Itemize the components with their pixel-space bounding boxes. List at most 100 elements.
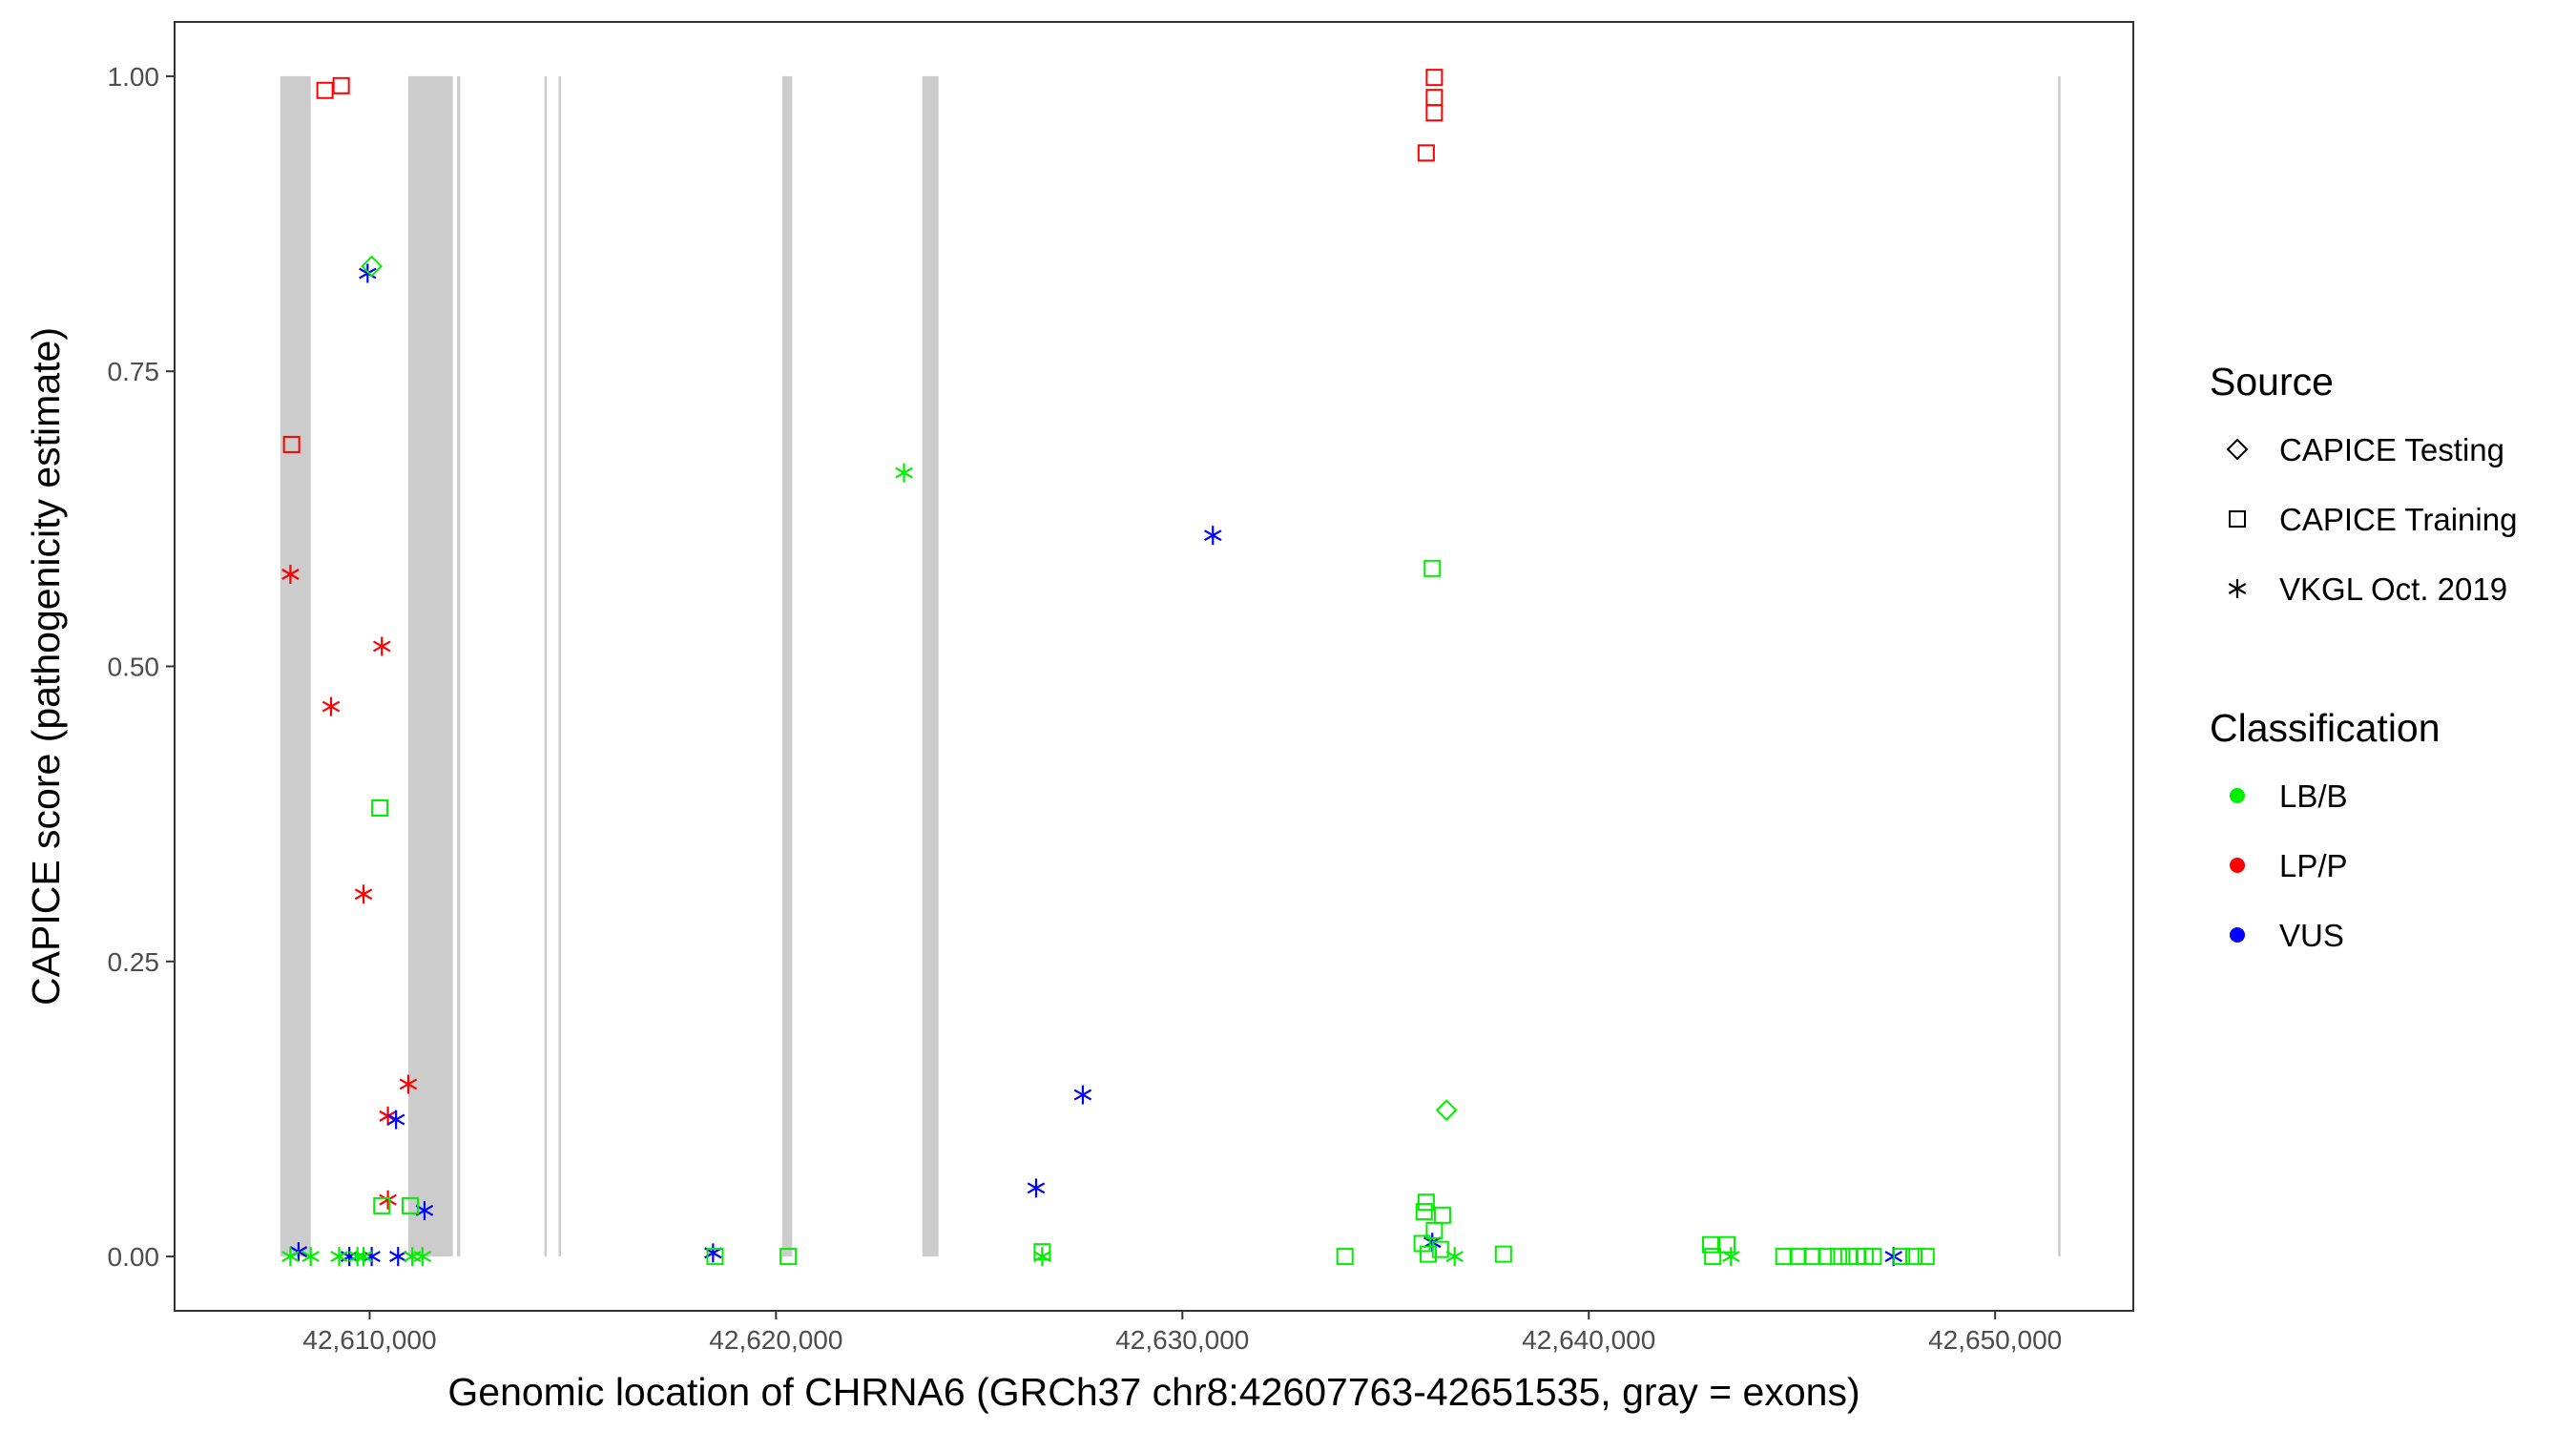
data-point bbox=[1702, 1235, 1720, 1254]
legend: Source CAPICE Testing CAPICE Training VKGL … bbox=[2210, 360, 2517, 953]
data-point bbox=[372, 636, 391, 656]
y-tick-label: 0.00 bbox=[108, 1242, 160, 1272]
data-point bbox=[1033, 1247, 1051, 1267]
data-point bbox=[402, 1196, 420, 1214]
y-tick-label: 1.00 bbox=[108, 62, 160, 92]
data-point bbox=[1904, 1248, 1922, 1266]
data-point bbox=[1420, 1245, 1438, 1263]
exon-band bbox=[457, 75, 461, 1257]
data-point bbox=[332, 76, 350, 94]
y-axis-title: CAPICE score (pathogenicity estimate) bbox=[24, 327, 68, 1006]
data-point bbox=[1204, 526, 1222, 546]
data-point bbox=[373, 1196, 391, 1214]
data-point bbox=[1413, 1234, 1431, 1253]
x-tick-label: 42,630,000 bbox=[1115, 1325, 1249, 1355]
exon-band bbox=[280, 75, 311, 1257]
data-point bbox=[354, 884, 373, 904]
y-tick-label: 0.25 bbox=[108, 947, 160, 977]
legend-label: LB/B bbox=[2279, 778, 2348, 814]
exon-band bbox=[922, 75, 939, 1257]
legend-key-dot bbox=[2230, 788, 2245, 803]
data-point bbox=[1435, 1099, 1458, 1122]
data-point bbox=[1431, 1240, 1449, 1258]
legend-label: CAPICE Testing bbox=[2279, 432, 2504, 467]
data-point bbox=[379, 1190, 397, 1210]
data-point bbox=[1803, 1248, 1821, 1266]
data-point bbox=[399, 1074, 418, 1094]
data-point bbox=[1445, 1247, 1464, 1267]
plot-panel bbox=[174, 21, 2134, 1312]
data-point bbox=[281, 1247, 300, 1267]
data-point bbox=[1818, 1248, 1836, 1266]
data-point bbox=[282, 435, 301, 453]
data-point bbox=[281, 565, 300, 584]
data-point bbox=[1718, 1235, 1736, 1254]
legend-key-dot bbox=[2230, 858, 2245, 873]
exon-band bbox=[558, 75, 562, 1257]
legend-label: CAPICE Training bbox=[2279, 502, 2517, 537]
legend-label: VUS bbox=[2279, 918, 2344, 953]
data-point bbox=[413, 1247, 432, 1267]
legend-label: VKGL Oct. 2019 bbox=[2279, 571, 2507, 607]
data-point bbox=[895, 463, 913, 483]
data-point bbox=[330, 1247, 348, 1267]
data-point bbox=[386, 1110, 405, 1130]
legend-key-asterisk bbox=[2228, 579, 2247, 598]
data-point bbox=[1433, 1206, 1451, 1224]
scatter-points bbox=[281, 69, 1935, 1267]
data-point bbox=[301, 1247, 320, 1267]
data-point bbox=[1864, 1248, 1882, 1266]
data-point bbox=[1033, 1243, 1051, 1261]
data-point bbox=[415, 1200, 434, 1220]
data-point bbox=[1417, 144, 1435, 162]
legend-title-source: Source bbox=[2210, 360, 2334, 404]
exon-bands bbox=[280, 75, 2061, 1257]
data-point bbox=[322, 696, 341, 716]
y-tick-label: 0.75 bbox=[108, 357, 160, 386]
legend-key-square bbox=[2229, 510, 2246, 528]
data-point bbox=[1425, 104, 1444, 122]
data-point bbox=[1423, 559, 1442, 577]
exon-band bbox=[781, 75, 793, 1257]
data-point bbox=[1893, 1248, 1911, 1266]
x-axis: 42,610,000 42,620,000 42,630,000 42,640,000… bbox=[302, 1311, 2062, 1355]
x-tick-label: 42,610,000 bbox=[302, 1325, 436, 1355]
data-point bbox=[1425, 1221, 1444, 1239]
exon-band bbox=[544, 75, 548, 1257]
data-point bbox=[1336, 1248, 1354, 1266]
data-point bbox=[316, 81, 334, 99]
data-point bbox=[1417, 1193, 1435, 1212]
exon-band bbox=[2058, 75, 2061, 1257]
y-axis: 0.00 0.25 0.50 0.75 1.00 bbox=[108, 62, 175, 1272]
legend-label: LP/P bbox=[2279, 848, 2348, 883]
data-point bbox=[1704, 1248, 1722, 1266]
data-point bbox=[1415, 1203, 1433, 1221]
data-point bbox=[1917, 1248, 1935, 1266]
data-point bbox=[1425, 69, 1444, 87]
data-point bbox=[363, 1247, 381, 1267]
data-point bbox=[371, 798, 389, 817]
data-point bbox=[1027, 1178, 1046, 1198]
data-point bbox=[706, 1248, 724, 1266]
exon-band bbox=[407, 75, 453, 1257]
legend-key-dot bbox=[2230, 927, 2245, 943]
data-point bbox=[1425, 89, 1444, 107]
data-point bbox=[1494, 1245, 1512, 1263]
data-point bbox=[1073, 1085, 1092, 1105]
y-tick-label: 0.50 bbox=[108, 653, 160, 682]
data-point bbox=[1830, 1248, 1848, 1266]
x-tick-label: 42,650,000 bbox=[1928, 1325, 2062, 1355]
data-point bbox=[1789, 1248, 1807, 1266]
data-point bbox=[361, 255, 383, 278]
legend-title-classification: Classification bbox=[2210, 706, 2441, 750]
data-point bbox=[359, 263, 377, 283]
legend-key-diamond bbox=[2226, 438, 2249, 461]
data-point bbox=[389, 1247, 407, 1267]
data-point bbox=[1722, 1247, 1740, 1267]
x-tick-label: 42,640,000 bbox=[1522, 1325, 1655, 1355]
data-point bbox=[1775, 1248, 1793, 1266]
data-point bbox=[340, 1247, 359, 1267]
data-point bbox=[779, 1248, 798, 1266]
x-axis-title: Genomic location of CHRNA6 (GRCh37 chr8:… bbox=[447, 1370, 1859, 1414]
